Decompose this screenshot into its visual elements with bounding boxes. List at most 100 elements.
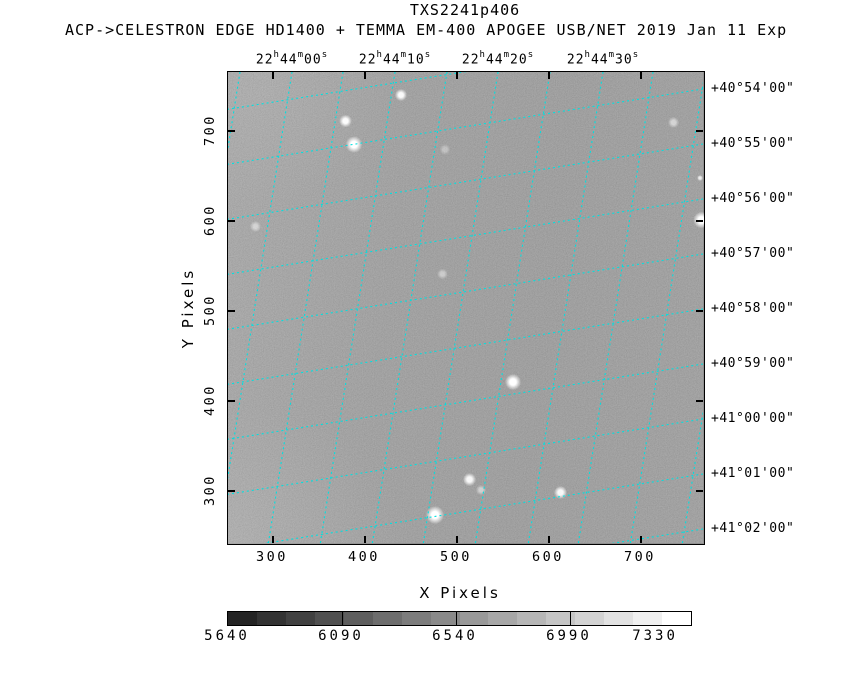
star	[504, 373, 522, 391]
y-axis-tick-left	[228, 310, 235, 312]
star	[339, 114, 353, 128]
observation-subtitle: ACP->CELESTRON EDGE HD1400 + TEMMA EM-40…	[65, 21, 788, 39]
dec-gridline	[228, 253, 703, 330]
y-tick-label: 500	[202, 294, 218, 326]
x-axis-tick-bottom	[364, 536, 366, 543]
x-axis-tick-bottom	[456, 536, 458, 543]
y-axis-tick-right	[696, 130, 703, 132]
x-tick-label: 500	[440, 549, 472, 565]
y-axis-tick-left	[228, 400, 235, 402]
dec-tick-label: +40°54'00"	[711, 81, 795, 96]
x-tick-label: 300	[256, 549, 288, 565]
intensity-colorbar	[227, 611, 692, 626]
colorbar-divider	[341, 612, 343, 625]
ra-tick-label: 22h44m30s	[566, 50, 640, 68]
x-axis-tick-bottom	[548, 536, 550, 543]
x-axis-tick-top	[640, 72, 642, 79]
colorbar-step	[633, 612, 663, 625]
x-tick-label: 700	[624, 549, 656, 565]
x-tick-label: 400	[348, 549, 380, 565]
y-tick-label: 400	[202, 384, 218, 416]
dec-tick-label: +41°02'00"	[711, 521, 795, 536]
x-axis-title: X Pixels	[419, 584, 501, 602]
y-axis-tick-right	[696, 310, 703, 312]
colorbar-tick-label: 6540	[432, 628, 478, 644]
colorbar-step	[575, 612, 605, 625]
colorbar-tick-label: 7330	[632, 628, 678, 644]
star	[395, 89, 407, 101]
star	[463, 472, 477, 486]
colorbar-step	[488, 612, 518, 625]
colorbar-tick-label: 6090	[318, 628, 364, 644]
star	[345, 136, 363, 153]
ra-gridline	[629, 81, 703, 543]
x-axis-tick-top	[456, 72, 458, 79]
colorbar-step	[662, 612, 691, 625]
colorbar-step	[256, 612, 286, 625]
x-axis-tick-top	[364, 72, 366, 79]
dec-gridline	[228, 143, 703, 220]
ra-gridline	[228, 72, 241, 152]
x-tick-label: 600	[532, 549, 564, 565]
ra-dec-grid-overlay	[228, 72, 703, 543]
colorbar-divider	[569, 612, 571, 625]
colorbar-divider	[455, 612, 457, 625]
star	[667, 117, 679, 129]
dec-gridline	[228, 72, 467, 110]
dec-tick-label: +41°01'00"	[711, 466, 795, 481]
ra-gridline	[577, 72, 654, 543]
star	[436, 268, 448, 280]
ra-gridline	[371, 72, 448, 543]
colorbar-step	[430, 612, 460, 625]
x-axis-tick-top	[548, 72, 550, 79]
y-tick-label: 700	[202, 114, 218, 146]
dec-tick-label: +40°55'00"	[711, 136, 795, 151]
image-title: TXS2241p406	[409, 1, 521, 19]
ra-gridline	[422, 72, 499, 543]
ra-gridline	[681, 409, 703, 543]
ra-gridline	[228, 72, 293, 480]
colorbar-step	[401, 612, 431, 625]
star-field-image	[227, 71, 705, 545]
dec-gridline	[228, 198, 703, 275]
colorbar-step	[285, 612, 315, 625]
dec-gridline	[611, 528, 703, 543]
y-tick-label: 300	[202, 474, 218, 506]
y-axis-tick-right	[696, 490, 703, 492]
dec-tick-label: +40°58'00"	[711, 301, 795, 316]
colorbar-step	[228, 612, 257, 625]
dec-tick-label: +40°56'00"	[711, 191, 795, 206]
y-axis-title: Y Pixels	[179, 267, 197, 349]
star	[693, 211, 704, 229]
x-axis-tick-top	[272, 72, 274, 79]
colorbar-step	[546, 612, 576, 625]
ra-tick-label: 22h44m10s	[358, 50, 432, 68]
y-axis-tick-right	[696, 400, 703, 402]
colorbar-tick-label: 6990	[546, 628, 592, 644]
y-axis-tick-left	[228, 490, 235, 492]
ra-gridline	[267, 72, 344, 543]
colorbar-step	[604, 612, 634, 625]
colorbar-step	[314, 612, 344, 625]
star	[425, 506, 444, 525]
ra-tick-label: 22h44m00s	[255, 50, 329, 68]
y-axis-tick-right	[696, 220, 703, 222]
y-tick-label: 600	[202, 204, 218, 236]
colorbar-step	[517, 612, 547, 625]
star	[476, 485, 486, 495]
dec-gridline	[228, 418, 703, 495]
dec-gridline	[228, 88, 703, 165]
y-axis-tick-left	[228, 220, 235, 222]
ra-tick-label: 22h44m20s	[461, 50, 535, 68]
star	[696, 174, 703, 181]
colorbar-step	[459, 612, 489, 625]
y-axis-tick-left	[228, 130, 235, 132]
dec-tick-label: +40°59'00"	[711, 356, 795, 371]
ra-gridline	[319, 72, 396, 543]
dec-tick-label: +41°00'00"	[711, 411, 795, 426]
colorbar-step	[372, 612, 402, 625]
dec-gridline	[228, 308, 703, 385]
x-axis-tick-bottom	[272, 536, 274, 543]
dec-gridline	[228, 363, 703, 440]
